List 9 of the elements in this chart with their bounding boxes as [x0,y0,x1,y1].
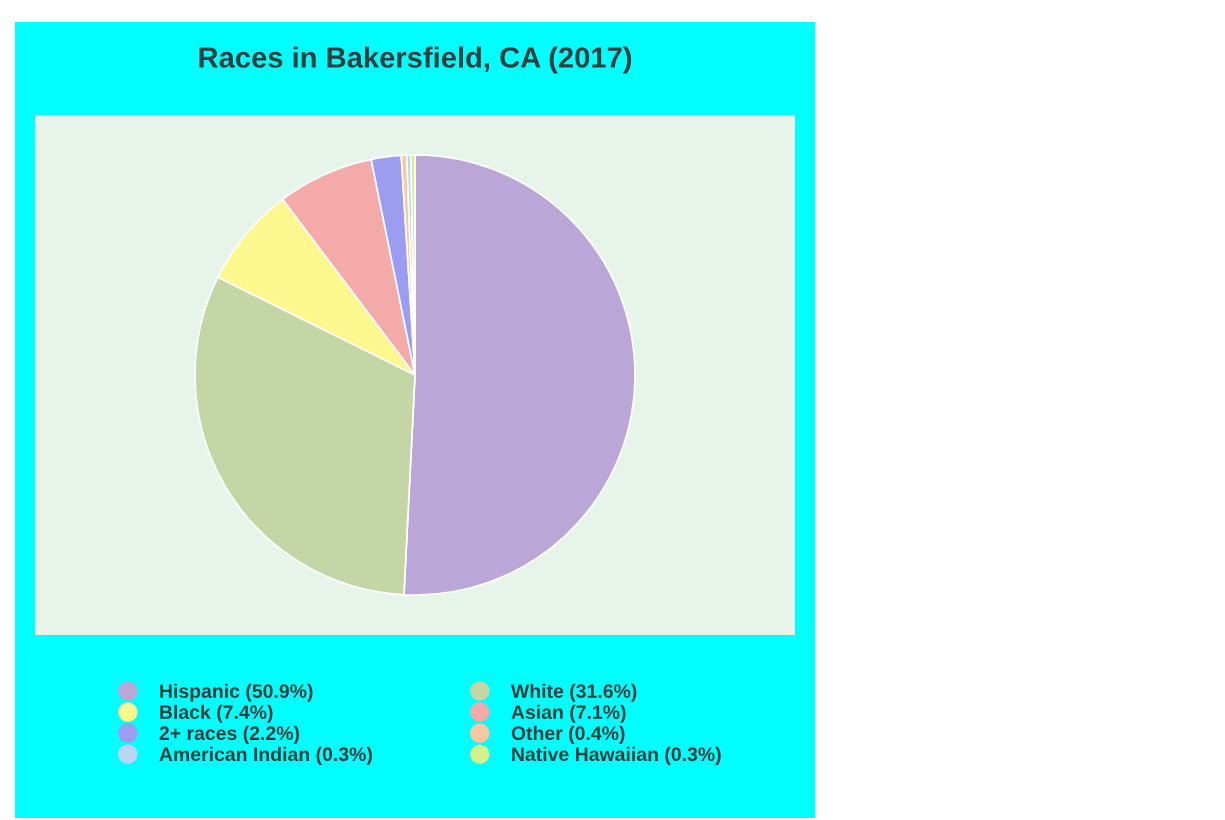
legend-label: 2+ races (2.2%) [159,725,300,744]
legend-label: Hispanic (50.9%) [160,683,313,702]
chart-title: Races in Bakersfield, CA (2017) [199,46,632,74]
legend-label: White (31.6%) [510,683,637,702]
legend-label: Other (0.4%) [511,725,625,744]
legend-label: Black (7.4%) [160,704,273,723]
legend-label: Asian (7.1%) [511,704,626,723]
legend-label: Native Hawaiian (0.3%) [512,746,721,765]
legend-label: American Indian (0.3%) [159,746,372,765]
